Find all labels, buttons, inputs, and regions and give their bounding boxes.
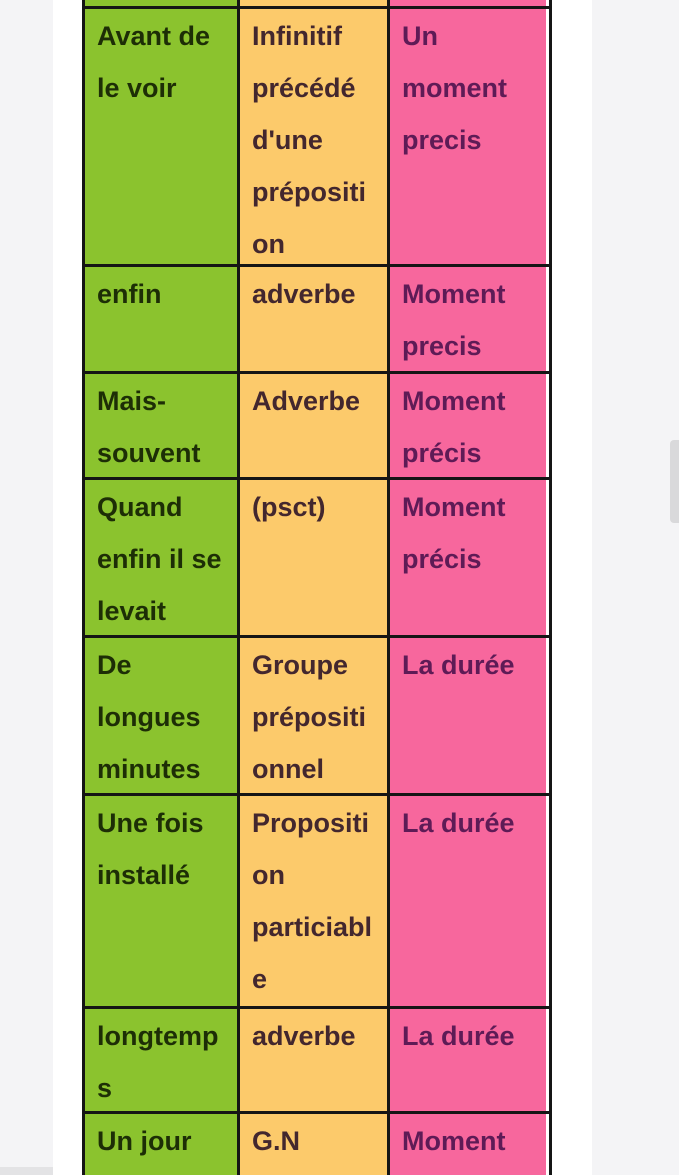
table-cell: Moment précis — [390, 374, 546, 477]
table-cell: Moment — [390, 1114, 546, 1175]
table-row: Quand enfin il se levait (psct) Moment p… — [85, 480, 549, 638]
scrollbar-thumb[interactable] — [670, 440, 679, 523]
table-cell: Avant de le voir — [85, 9, 240, 264]
table-cell: enfin — [85, 267, 240, 371]
table-cell: Adverbe — [240, 374, 390, 477]
table-row: Mais- souvent Adverbe Moment précis — [85, 374, 549, 480]
table-cell: adverbe — [240, 1009, 390, 1111]
table-cell: La durée — [390, 638, 546, 793]
table-cell: Un jour — [85, 1114, 240, 1175]
table-cell: La durée — [390, 1009, 546, 1111]
table-cell: Moment précis — [390, 480, 546, 635]
table-cell: Un moment precis — [390, 9, 546, 264]
table-row-partial — [85, 0, 549, 9]
table-row: longtemp s adverbe La durée — [85, 1009, 549, 1114]
table-cell — [240, 0, 390, 6]
table-cell — [390, 0, 546, 6]
table-row: De longues minutes Groupe prépositi onne… — [85, 638, 549, 796]
table-row: Un jour G.N Moment — [85, 1114, 549, 1175]
table-cell: Infinitif précédé d'une prépositi on — [240, 9, 390, 264]
bottom-left-shade — [0, 1167, 53, 1175]
grammar-table: Avant de le voir Infinitif précédé d'une… — [82, 0, 552, 1175]
table-cell: Groupe prépositi onnel — [240, 638, 390, 793]
table-cell: Quand enfin il se levait — [85, 480, 240, 635]
table-cell: Mais- souvent — [85, 374, 240, 477]
table-cell: (psct) — [240, 480, 390, 635]
table-cell: longtemp s — [85, 1009, 240, 1111]
table-cell: Moment precis — [390, 267, 546, 371]
table-row: enfin adverbe Moment precis — [85, 267, 549, 374]
page-margin-left — [0, 0, 53, 1175]
table-cell: La durée — [390, 796, 546, 1006]
table-cell: De longues minutes — [85, 638, 240, 793]
table-cell: Propositi on particiabl e — [240, 796, 390, 1006]
table-cell: Une fois installé — [85, 796, 240, 1006]
table-row: Une fois installé Propositi on particiab… — [85, 796, 549, 1009]
page-margin-right — [592, 0, 679, 1175]
table-cell: adverbe — [240, 267, 390, 371]
table-cell — [85, 0, 240, 6]
table-row: Avant de le voir Infinitif précédé d'une… — [85, 9, 549, 267]
table-cell: G.N — [240, 1114, 390, 1175]
